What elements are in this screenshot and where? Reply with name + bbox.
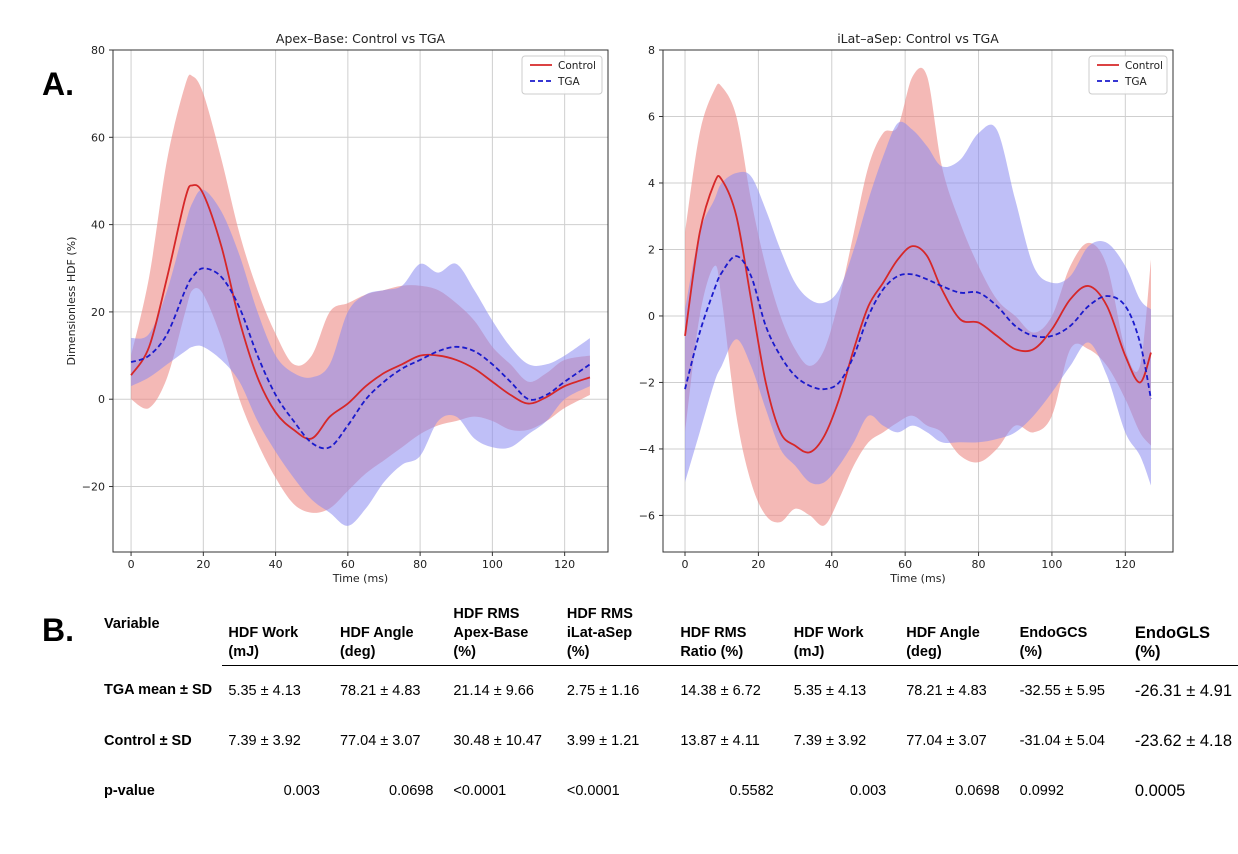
table-cell: 3.99 ± 1.21 (566, 732, 640, 749)
y-axis-label: Dimensionless HDF (%) (65, 237, 78, 366)
table-header-col-2: HDF Angle (deg) (333, 603, 448, 666)
table-cell: -32.55 ± 5.95 (1019, 682, 1105, 699)
table-header-col-8: EndoGCS (%) (1013, 603, 1129, 666)
table-cell: 78.21 ± 4.83 (906, 682, 987, 699)
table-cell: 7.39 ± 3.92 (793, 732, 867, 749)
table-cell: -31.04 ± 5.04 (1019, 732, 1105, 749)
row-label: p-value (104, 782, 155, 799)
header-line: Ratio (%) (680, 644, 744, 660)
y-tick-label: 20 (91, 306, 105, 319)
table-cell: 78.21 ± 4.83 (339, 682, 421, 699)
header-line: (%) (1134, 643, 1161, 661)
table-cell: 0.0698 (389, 782, 434, 799)
table-row: TGA mean ± SD 5.35 ± 4.13 78.21 ± 4.83 21.1… (98, 666, 1238, 717)
header-line: (%) (566, 644, 590, 660)
table-header-col-6: HDF Work (mJ) (787, 603, 901, 666)
x-tick-label: 80 (413, 558, 427, 571)
table-cell: 5.35 ± 4.13 (793, 682, 867, 699)
table-header-col-3: HDF RMS Apex-Base (%) (447, 603, 561, 666)
table-cell: 13.87 ± 4.11 (680, 732, 760, 749)
table-cell: 77.04 ± 3.07 (906, 732, 987, 749)
header-line: HDF RMS (680, 625, 747, 641)
table-cell: 0.003 (283, 782, 320, 799)
x-axis-label: Time (ms) (332, 572, 388, 585)
apex-base-chart: 0 20 40 60 80 100 120 −20 0 20 40 60 80 Apex–Base: Co… (65, 31, 609, 585)
statistics-table: Variable HDF Work (mJ) HDF Angle (deg) HDF RM… (98, 603, 1238, 816)
header-line: HDF Work (228, 625, 299, 641)
table-header-col-5: HDF RMS Ratio (%) (674, 603, 788, 666)
x-tick-label: 0 (128, 558, 135, 571)
header-line: iLat-aSep (566, 625, 633, 641)
header-line: EndoGLS (1134, 624, 1211, 642)
apex-base-plot-area: 0 20 40 60 80 100 120 −20 0 20 40 60 80 Apex–Base: Co… (65, 31, 609, 585)
y-tick-label: 80 (91, 44, 105, 57)
table-cell: 14.38 ± 6.72 (680, 682, 761, 699)
table-header-col-7: HDF Angle (deg) (900, 603, 1014, 666)
table-cell: -23.62 ± 4.18 (1134, 731, 1232, 750)
table-row: p-value 0.003 0.0698 <0.0001 <0.0001 0.5582 0.… (98, 766, 1238, 816)
y-tick-label: 40 (91, 219, 105, 232)
table-cell: 30.48 ± 10.47 (453, 732, 542, 749)
legend-label-tga: TGA (557, 76, 581, 88)
panel-label-b: B. (42, 612, 74, 648)
table-cell: -26.31 ± 4.91 (1134, 681, 1232, 700)
header-line: HDF RMS (453, 606, 520, 622)
table-header-variable: Variable (98, 603, 222, 666)
header-line: (%) (1019, 644, 1043, 660)
header-line: HDF Angle (906, 625, 980, 641)
table-cell: 7.39 ± 3.92 (228, 732, 301, 749)
table-cell: 0.0005 (1134, 781, 1186, 800)
header-line: HDF RMS (566, 606, 633, 622)
header-line: (mJ) (793, 644, 825, 660)
chart-legend: Control TGA (521, 55, 603, 95)
header-line: Apex-Base (453, 625, 529, 641)
table-cell: 0.0698 (955, 782, 1000, 799)
table-cell: 0.5582 (729, 782, 774, 799)
table-header-col-9: EndoGLS (%) (1128, 603, 1238, 666)
row-label: TGA mean ± SD (104, 682, 213, 699)
table-cell: 21.14 ± 9.66 (453, 682, 534, 699)
table-cell: 77.04 ± 3.07 (339, 732, 421, 749)
chart-title: Apex–Base: Control vs TGA (276, 31, 446, 46)
table-cell: 2.75 ± 1.16 (566, 682, 640, 699)
table-cell: 0.003 (849, 782, 887, 799)
table-cell: 5.35 ± 4.13 (228, 682, 301, 699)
y-tick-label: 0 (98, 393, 105, 406)
header-line: EndoGCS (1019, 625, 1088, 641)
table-cell: <0.0001 (566, 782, 620, 799)
x-tick-label: 60 (341, 558, 355, 571)
header-line: (mJ) (228, 644, 260, 660)
header-line: (deg) (339, 644, 376, 660)
x-tick-label: 40 (269, 558, 283, 571)
header-line: HDF Angle (339, 625, 414, 641)
plot-frame (112, 49, 609, 553)
legend-label-control: Control (558, 60, 596, 72)
control-mean-line (130, 184, 591, 440)
x-tick-label: 120 (554, 558, 575, 571)
y-tick-label: −20 (82, 481, 105, 494)
table-header-col-1: HDF Work (mJ) (222, 603, 334, 666)
tga-sd-band (131, 189, 590, 526)
table-header-col-4: HDF RMS iLat-aSep (%) (560, 603, 675, 666)
x-tick-label: 20 (196, 558, 210, 571)
y-tick-label: 60 (91, 131, 105, 144)
tga-mean-line (130, 267, 591, 450)
panel-label-a: A. (42, 66, 74, 102)
table-cell: 0.0992 (1019, 782, 1064, 799)
x-tick-label: 100 (482, 558, 503, 571)
table-cell: <0.0001 (453, 782, 507, 799)
header-line: (%) (453, 644, 476, 660)
header-line: Variable (104, 615, 160, 632)
header-line: (deg) (906, 644, 942, 660)
table-row: Control ± SD 7.39 ± 3.92 77.04 ± 3.07 30.48… (98, 716, 1238, 766)
header-line: HDF Work (793, 625, 864, 641)
row-label: Control ± SD (104, 732, 192, 749)
